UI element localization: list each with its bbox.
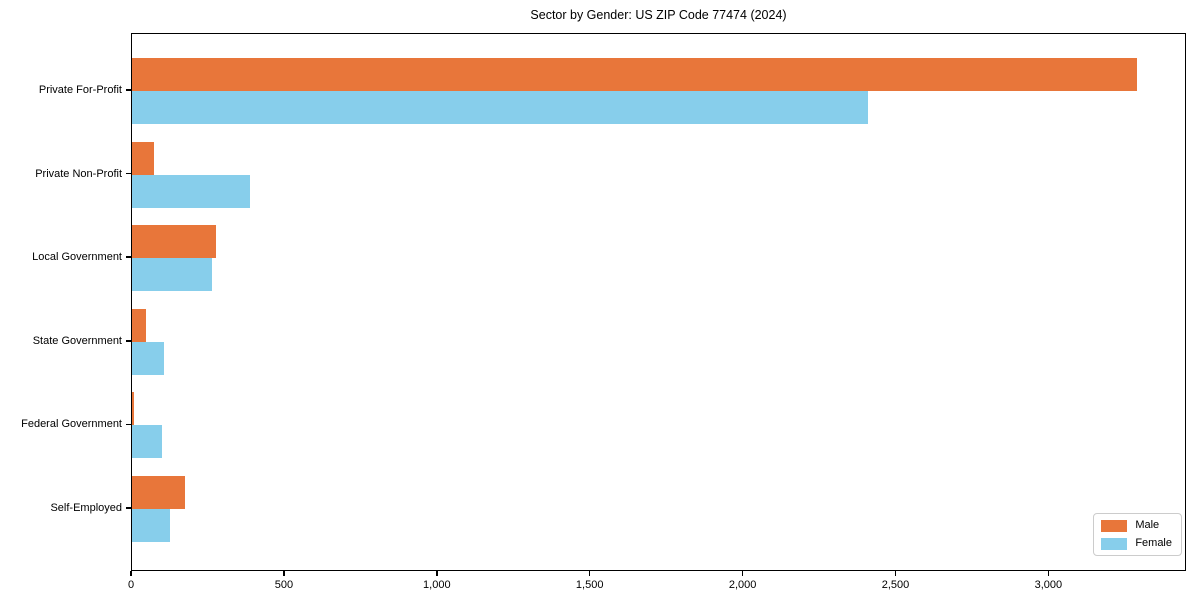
female-color-swatch [1101, 537, 1128, 550]
chart-title: Sector by Gender: US ZIP Code 77474 (202… [530, 8, 787, 22]
x-tick-3000 [1047, 571, 1050, 576]
legend-label-female: Female [1135, 537, 1172, 549]
y-tick-label-federal-government: Federal Government [21, 418, 122, 431]
y-tick-local-government [126, 256, 131, 258]
plot-area: Male Female [131, 33, 1186, 571]
bar-female-private-non-profit [132, 174, 251, 208]
x-tick-500 [283, 571, 285, 576]
x-tick-label-2500: 2,500 [881, 579, 910, 591]
bar-male-local-government [132, 225, 217, 259]
bar-male-private-for-profit [132, 58, 1137, 91]
x-tick-0 [130, 571, 132, 576]
bar-male-state-government [132, 308, 147, 342]
y-tick-self-employed [126, 507, 131, 509]
x-tick-label-1000: 1,000 [423, 579, 451, 591]
bar-male-self-employed [132, 476, 185, 509]
x-tick-1500 [588, 571, 591, 576]
y-tick-federal-government [126, 423, 131, 426]
y-tick-state-government [126, 340, 131, 342]
bar-female-local-government [132, 258, 212, 292]
y-tick-label-self-employed: Self-Employed [50, 502, 122, 514]
bar-female-federal-government [132, 425, 162, 459]
y-tick-label-private-non-profit: Private Non-Profit [35, 167, 122, 180]
x-tick-1000 [436, 571, 438, 576]
y-tick-label-state-government: State Government [32, 334, 122, 347]
legend-item-male: Male [1101, 519, 1172, 532]
x-tick-label-500: 500 [274, 579, 294, 591]
male-color-swatch [1101, 519, 1128, 532]
x-tick-label-3000: 3,000 [1034, 579, 1063, 591]
y-tick-private-non-profit [126, 172, 131, 175]
y-tick-label-private-for-profit: Private For-Profit [38, 84, 122, 96]
bars-layer [132, 34, 1185, 570]
x-tick-2500 [894, 571, 897, 576]
y-tick-label-local-government: Local Government [32, 251, 122, 264]
bar-female-private-for-profit [132, 91, 869, 124]
bar-female-state-government [132, 341, 164, 375]
x-tick-label-2000: 2,000 [728, 579, 757, 591]
x-tick-label-1500: 1,500 [575, 579, 604, 591]
legend-label-male: Male [1135, 519, 1160, 531]
bar-male-private-non-profit [132, 141, 155, 175]
legend-item-female: Female [1101, 537, 1172, 550]
bar-male-federal-government [132, 392, 134, 426]
x-tick-label-0: 0 [127, 579, 135, 591]
bar-female-self-employed [132, 509, 171, 542]
y-tick-private-for-profit [126, 89, 131, 91]
legend: Male Female [1093, 513, 1182, 556]
x-tick-2000 [741, 571, 744, 576]
